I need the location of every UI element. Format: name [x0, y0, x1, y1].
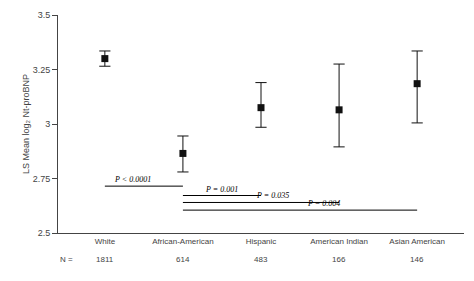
svg-text:2.75: 2.75 — [33, 174, 51, 184]
svg-text:614: 614 — [176, 255, 190, 264]
svg-text:P = 0.035: P = 0.035 — [256, 191, 289, 200]
svg-text:African-American: African-American — [152, 237, 213, 246]
svg-text:White: White — [95, 237, 116, 246]
svg-text:P < 0.0001: P < 0.0001 — [114, 175, 151, 184]
svg-text:N =: N = — [60, 255, 73, 264]
svg-text:483: 483 — [254, 255, 268, 264]
svg-text:LS Mean log₂ Nt-proBNP: LS Mean log₂ Nt-proBNP — [21, 74, 31, 174]
svg-text:146: 146 — [410, 255, 424, 264]
svg-text:3.5: 3.5 — [38, 10, 51, 20]
svg-text:2.5: 2.5 — [38, 228, 51, 238]
svg-text:1811: 1811 — [96, 255, 114, 264]
svg-text:Asian American: Asian American — [389, 237, 445, 246]
svg-text:3: 3 — [45, 119, 50, 129]
svg-text:Hispanic: Hispanic — [246, 237, 277, 246]
svg-text:P = 0.004: P = 0.004 — [307, 199, 340, 208]
svg-text:P = 0.001: P = 0.001 — [205, 185, 238, 194]
svg-text:3.25: 3.25 — [33, 65, 51, 75]
svg-text:166: 166 — [332, 255, 346, 264]
svg-text:American Indian: American Indian — [310, 237, 368, 246]
